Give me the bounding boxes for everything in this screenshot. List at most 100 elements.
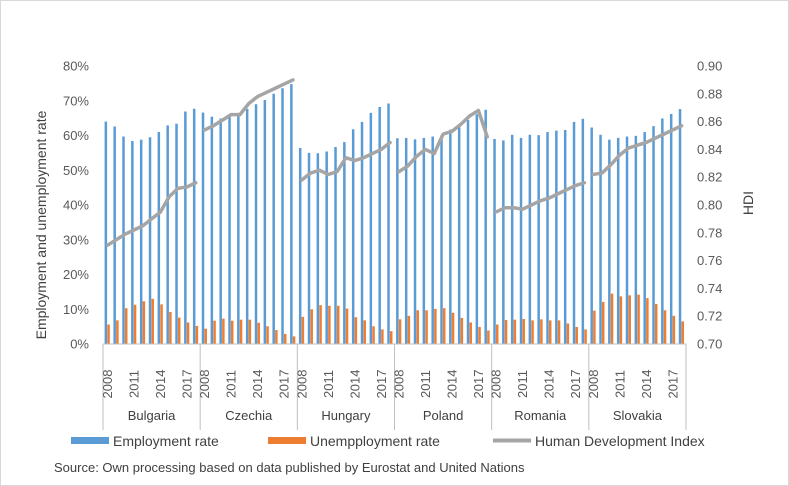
legend: Employment rate Unempployment rate Human… — [71, 433, 705, 449]
hdi-line-romania — [494, 181, 587, 214]
bar-unemployment-bulgaria-2017 — [186, 322, 190, 344]
bar-unemployment-romania-2018 — [584, 329, 587, 344]
bar-employment-romania-2014 — [546, 132, 549, 344]
bar-employment-czechia-2013 — [245, 108, 249, 345]
year-tick-romania-2008: 2008 — [489, 370, 504, 399]
y-tick-30: 30% — [63, 232, 89, 247]
category-label-slovakia: Slovakia — [613, 408, 663, 423]
year-tick-czechia-2011: 2011 — [224, 370, 239, 398]
bar-unemployment-slovakia-2013 — [637, 294, 640, 344]
bar-unemployment-hungary-2015 — [363, 320, 366, 344]
bar-employment-czechia-2008 — [201, 112, 205, 344]
bar-unemployment-romania-2008 — [495, 324, 499, 344]
bar-employment-bulgaria-2010 — [122, 136, 125, 344]
bar-employment-bulgaria-2014 — [157, 132, 161, 344]
bar-unemployment-czechia-2015 — [266, 326, 269, 344]
bar-unemployment-slovakia-2008 — [593, 310, 596, 344]
source-note: Source: Own processing based on data pub… — [54, 460, 525, 475]
bar-unemployment-romania-2009 — [504, 320, 508, 344]
bar-employment-czechia-2012 — [237, 112, 240, 344]
bar-employment-romania-2013 — [537, 135, 540, 344]
bar-unemployment-hungary-2013 — [345, 308, 349, 344]
bar-unemployment-romania-2010 — [513, 319, 517, 344]
bar-unemployment-bulgaria-2013 — [151, 298, 154, 344]
bar-employment-poland-2013 — [440, 135, 443, 344]
bar-unemployment-romania-2012 — [531, 320, 534, 344]
bar-unemployment-hungary-2010 — [319, 305, 322, 344]
y2-tick-0.70: 0.70 — [697, 337, 722, 352]
left-axis-ticks: 0% 10% 20% 30% 40% 50% 60% 70% 80% — [63, 59, 89, 352]
y2-axis-title: HDI — [740, 191, 756, 215]
legend-swatch-unemployment — [268, 437, 306, 444]
y2-tick-0.80: 0.80 — [697, 198, 722, 213]
bar-employment-romania-2008 — [493, 138, 496, 344]
bar-employment-romania-2011 — [519, 137, 523, 344]
legend-label-employment: Employment rate — [113, 433, 219, 449]
year-tick-bulgaria-2017: 2017 — [179, 370, 194, 399]
bar-employment-poland-2011 — [422, 137, 426, 344]
bar-unemployment-poland-2017 — [478, 326, 481, 344]
employment-bars — [104, 84, 682, 345]
hdi-line-slovakia — [591, 124, 684, 177]
bar-employment-slovakia-2011 — [616, 137, 620, 344]
bar-employment-romania-2015 — [555, 130, 558, 344]
bar-employment-slovakia-2018 — [678, 109, 682, 344]
bar-unemployment-czechia-2011 — [230, 320, 234, 344]
bar-employment-czechia-2016 — [272, 93, 275, 344]
bar-employment-hungary-2017 — [378, 107, 381, 344]
bar-employment-bulgaria-2009 — [113, 126, 116, 344]
bar-unemployment-slovakia-2015 — [654, 304, 658, 344]
bar-employment-bulgaria-2015 — [166, 125, 169, 344]
hdi-line-bulgaria — [105, 181, 198, 248]
bar-unemployment-czechia-2017 — [283, 333, 287, 344]
year-tick-slovakia-2014: 2014 — [639, 370, 654, 399]
bar-unemployment-poland-2013 — [442, 308, 446, 344]
year-tick-poland-2008: 2008 — [391, 370, 406, 399]
bar-employment-poland-2017 — [475, 114, 479, 344]
y-tick-40: 40% — [63, 198, 89, 213]
bar-unemployment-bulgaria-2011 — [133, 304, 137, 344]
bar-employment-poland-2009 — [404, 137, 408, 344]
bar-employment-poland-2012 — [431, 136, 434, 344]
bar-employment-slovakia-2016 — [661, 118, 664, 344]
bar-employment-slovakia-2009 — [599, 134, 602, 344]
bar-unemployment-slovakia-2012 — [628, 295, 631, 344]
bar-unemployment-czechia-2018 — [292, 336, 296, 344]
year-tick-romania-2014: 2014 — [542, 370, 557, 399]
bar-unemployment-poland-2018 — [487, 330, 490, 344]
bar-employment-bulgaria-2008 — [104, 121, 108, 344]
bar-unemployment-slovakia-2009 — [601, 301, 605, 344]
legend-swatch-employment — [71, 437, 109, 444]
y2-tick-0.84: 0.84 — [697, 142, 722, 157]
unemployment-bars — [107, 293, 684, 344]
bar-employment-slovakia-2008 — [590, 127, 593, 344]
bar-employment-romania-2010 — [510, 134, 514, 344]
y2-tick-0.90: 0.90 — [697, 59, 722, 74]
bar-unemployment-slovakia-2016 — [663, 310, 667, 344]
category-label-czechia: Czechia — [225, 408, 273, 423]
year-tick-romania-2011: 2011 — [515, 370, 530, 398]
bar-employment-slovakia-2013 — [634, 135, 638, 344]
bar-unemployment-romania-2011 — [522, 318, 525, 344]
bar-employment-slovakia-2015 — [652, 126, 655, 345]
bar-employment-poland-2008 — [396, 138, 399, 344]
bar-employment-czechia-2015 — [263, 100, 267, 344]
y-tick-20: 20% — [63, 267, 89, 282]
bar-unemployment-czechia-2013 — [248, 319, 252, 344]
y2-tick-0.72: 0.72 — [697, 309, 722, 324]
bar-employment-romania-2009 — [502, 140, 505, 344]
bar-unemployment-bulgaria-2018 — [195, 325, 199, 344]
year-tick-bulgaria-2014: 2014 — [153, 370, 168, 399]
bar-unemployment-poland-2008 — [398, 319, 402, 344]
y2-tick-0.88: 0.88 — [697, 86, 722, 101]
bar-unemployment-romania-2014 — [548, 320, 552, 344]
year-tick-labels: 2008 2011 2014 2017 2008 2011 2014 2017 2008 2011… — [100, 370, 680, 399]
bar-employment-bulgaria-2017 — [184, 111, 187, 345]
bar-employment-romania-2012 — [528, 134, 532, 344]
bar-employment-poland-2018 — [484, 109, 487, 344]
y2-tick-0.86: 0.86 — [697, 114, 722, 129]
bar-employment-slovakia-2017 — [669, 113, 673, 344]
year-tick-bulgaria-2011: 2011 — [126, 370, 141, 398]
bar-unemployment-poland-2010 — [416, 310, 419, 344]
